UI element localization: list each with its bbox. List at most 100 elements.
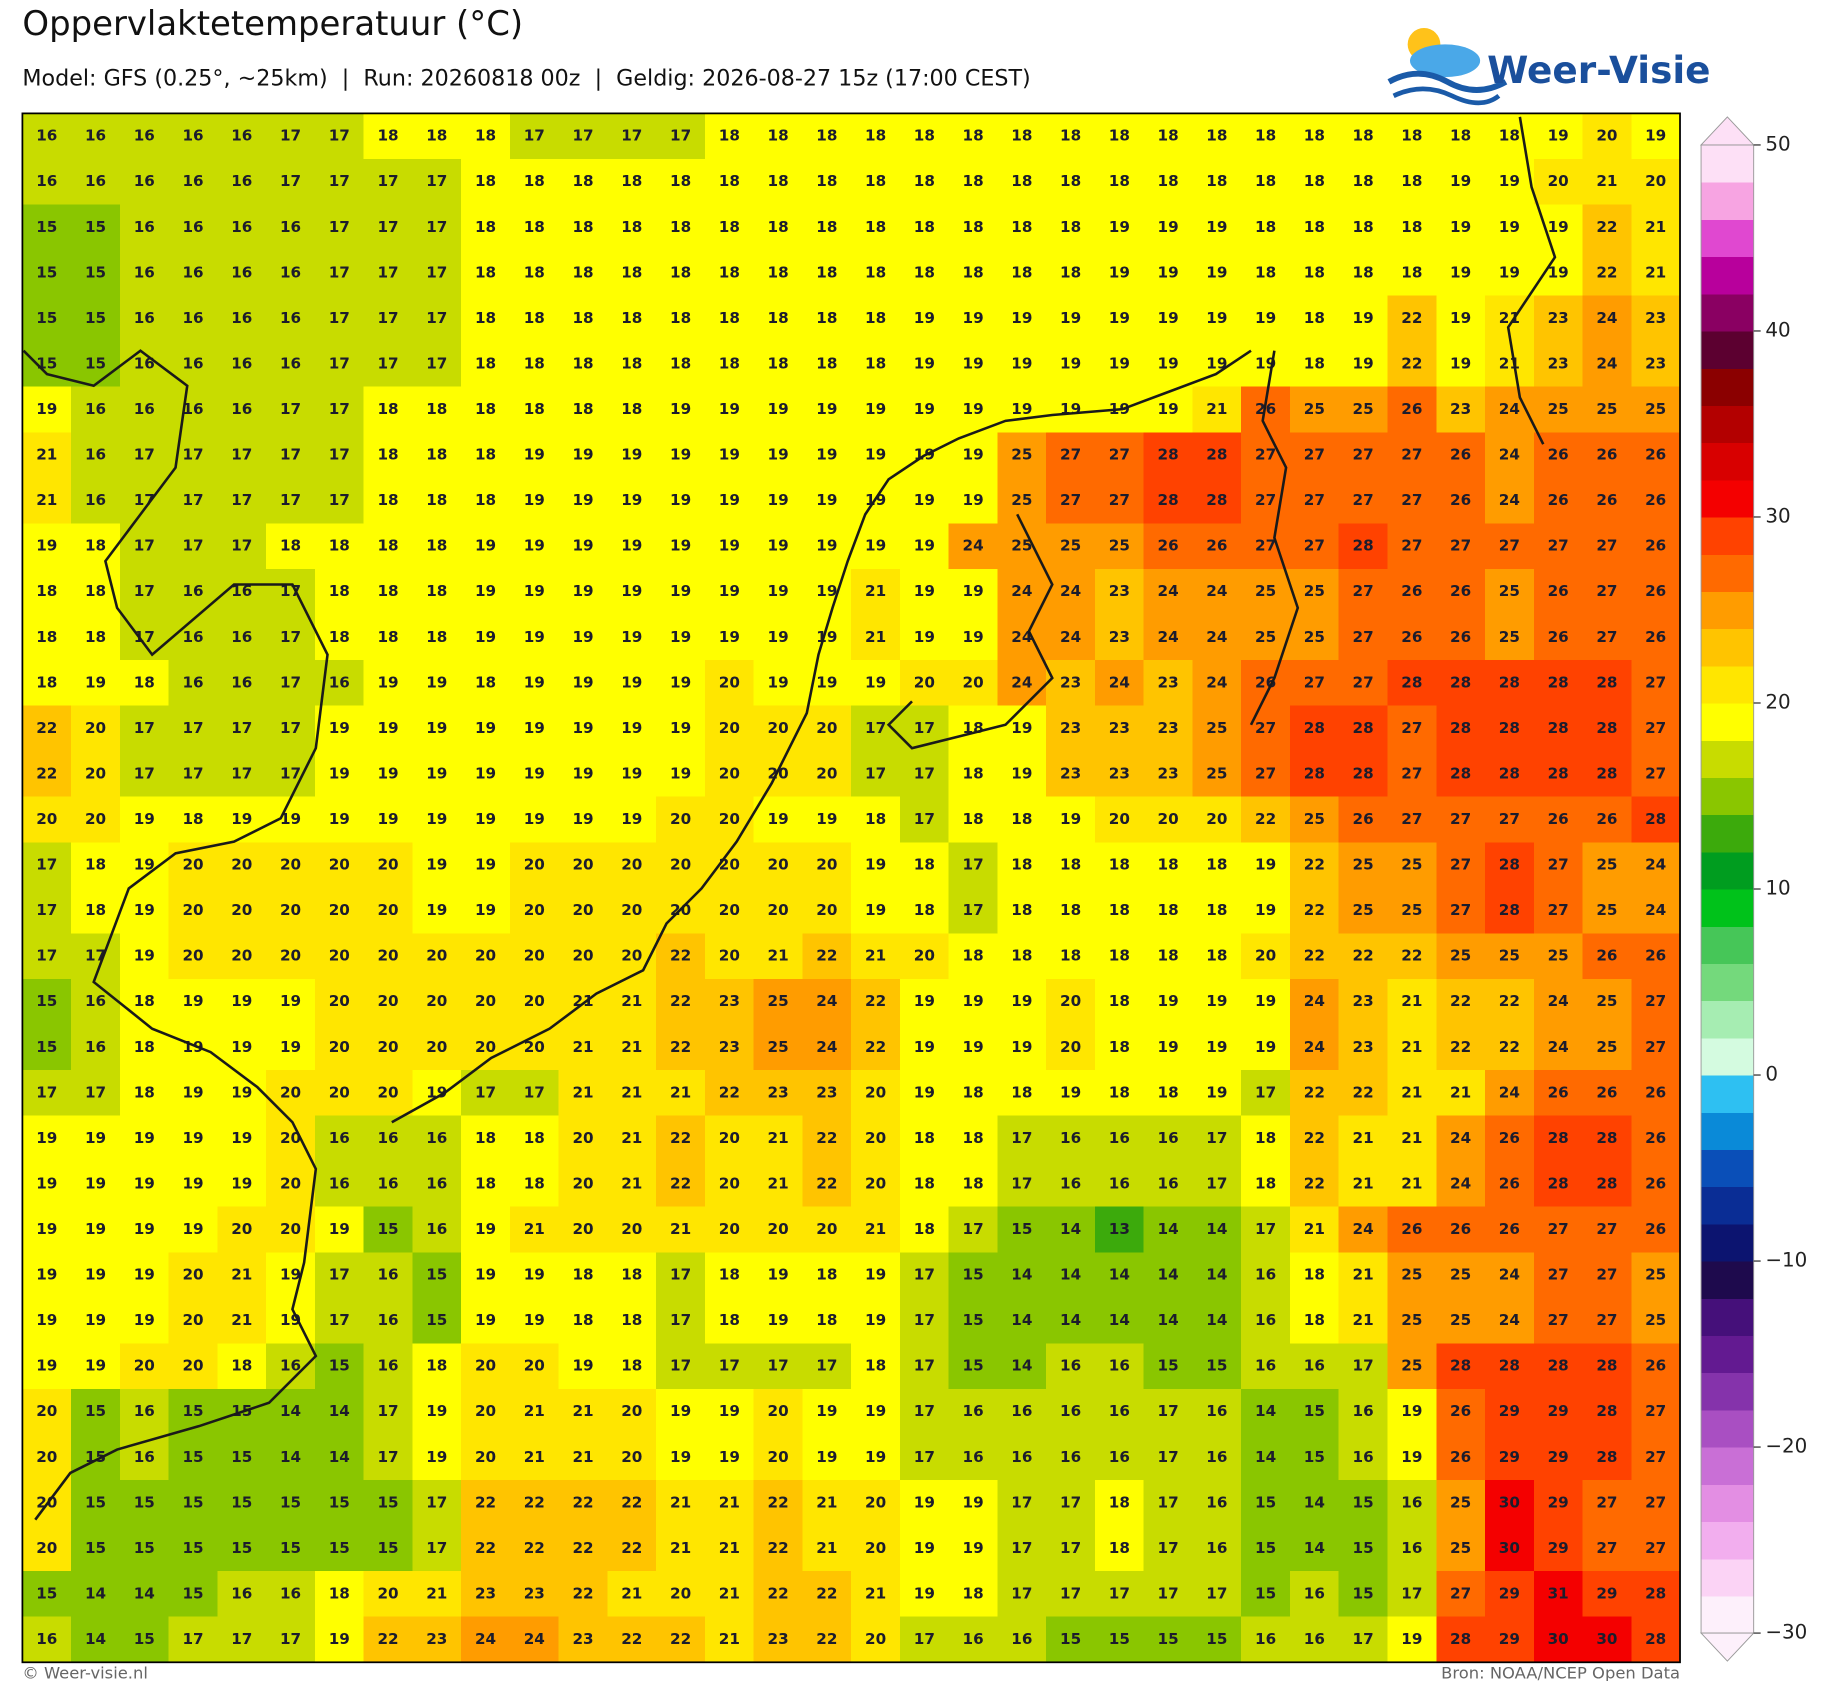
temperature-label: 19 — [475, 856, 496, 874]
temperature-cell — [1533, 660, 1584, 707]
temperature-cell — [119, 250, 170, 297]
temperature-label: 19 — [572, 764, 593, 782]
temperature-cell — [558, 614, 609, 661]
temperature-cell — [1485, 432, 1535, 479]
temperature-label: 17 — [280, 1630, 301, 1648]
temperature-cell — [71, 386, 121, 433]
temperature-label: 15 — [134, 1630, 155, 1648]
temperature-label: 20 — [377, 901, 398, 919]
temperature-label: 26 — [1548, 1083, 1569, 1101]
temperature-cell — [509, 523, 560, 570]
temperature-label: 26 — [1401, 400, 1422, 418]
temperature-cell — [1094, 432, 1145, 479]
temperature-label: 21 — [1401, 1038, 1422, 1056]
temperature-label: 20 — [768, 764, 789, 782]
temperature-cell — [753, 386, 804, 433]
temperature-label: 17 — [280, 628, 301, 646]
temperature-cell — [509, 978, 560, 1026]
temperature-label: 27 — [1596, 1311, 1617, 1329]
temperature-label: 24 — [1499, 491, 1520, 509]
temperature-label: 16 — [182, 218, 203, 236]
temperature-label: 19 — [621, 764, 642, 782]
temperature-label: 20 — [621, 1402, 642, 1420]
temperature-label: 19 — [182, 1220, 203, 1238]
temperature-cell — [753, 523, 804, 570]
temperature-cell — [168, 1024, 219, 1071]
temperature-cell — [753, 978, 804, 1026]
temperature-cell — [558, 842, 609, 889]
temperature-cell — [71, 842, 121, 889]
temperature-cell — [1533, 295, 1584, 342]
temperature-label: 27 — [1353, 446, 1374, 464]
temperature-label: 25 — [1304, 810, 1325, 828]
temperature-label: 23 — [1158, 719, 1179, 737]
temperature-label: 18 — [1255, 172, 1276, 190]
temperature-label: 22 — [1499, 1038, 1520, 1056]
temperature-label: 25 — [768, 1038, 789, 1056]
temperature-cell — [168, 887, 219, 935]
temperature-cell — [1241, 978, 1291, 1026]
temperature-cell — [1436, 660, 1486, 707]
temperature-label: 20 — [182, 901, 203, 919]
temperature-label: 18 — [1255, 218, 1276, 236]
temperature-label: 20 — [816, 719, 837, 737]
temperature-cell — [1143, 614, 1194, 661]
temperature-cell — [948, 751, 999, 798]
temperature-label: 16 — [134, 263, 155, 281]
temperature-cell — [71, 113, 121, 160]
temperature-label: 28 — [1645, 1630, 1666, 1648]
temperature-label: 17 — [1353, 1357, 1374, 1375]
temperature-label: 18 — [231, 1357, 252, 1375]
temperature-label: 25 — [1401, 1311, 1422, 1329]
temperature-label: 20 — [572, 856, 593, 874]
temperature-label: 19 — [572, 491, 593, 509]
temperature-cell — [1631, 978, 1681, 1026]
temperature-label: 28 — [1304, 719, 1325, 737]
temperature-label: 18 — [524, 172, 545, 190]
temperature-label: 18 — [914, 856, 935, 874]
temperature-cell — [802, 158, 852, 206]
temperature-cell — [1289, 705, 1340, 752]
temperature-label: 20 — [670, 856, 691, 874]
temperature-label: 20 — [182, 856, 203, 874]
temperature-label: 14 — [280, 1448, 301, 1466]
temperature-label: 22 — [1596, 263, 1617, 281]
temperature-label: 18 — [621, 354, 642, 372]
temperature-cell — [1241, 158, 1291, 206]
temperature-label: 20 — [1255, 947, 1276, 965]
temperature-label: 19 — [134, 1311, 155, 1329]
temperature-label: 19 — [1011, 309, 1032, 327]
temperature-label: 18 — [1060, 218, 1081, 236]
temperature-cell — [71, 933, 121, 980]
temperature-label: 19 — [621, 491, 642, 509]
temperature-label: 16 — [377, 1266, 398, 1284]
temperature-cell — [607, 751, 657, 798]
temperature-cell — [899, 477, 950, 525]
temperature-label: 14 — [1304, 1493, 1325, 1511]
temperature-label: 19 — [475, 901, 496, 919]
temperature-cell — [948, 477, 999, 525]
temperature-cell — [1289, 113, 1340, 160]
temperature-label: 17 — [1255, 1220, 1276, 1238]
temperature-label: 14 — [1060, 1266, 1081, 1284]
temperature-label: 16 — [377, 1311, 398, 1329]
temperature-label: 18 — [1011, 856, 1032, 874]
temperature-label: 18 — [1109, 172, 1130, 190]
temperature-cell — [656, 705, 706, 752]
temperature-label: 20 — [426, 947, 447, 965]
temperature-cell — [851, 295, 901, 342]
temperature-label: 19 — [524, 628, 545, 646]
temperature-label: 16 — [1109, 1357, 1130, 1375]
temperature-cell — [363, 568, 414, 616]
temperature-cell — [656, 1070, 706, 1117]
temperature-label: 21 — [1401, 992, 1422, 1010]
temperature-label: 18 — [572, 172, 593, 190]
temperature-label: 22 — [670, 1038, 691, 1056]
temperature-label: 17 — [426, 172, 447, 190]
temperature-cell — [217, 113, 267, 160]
temperature-label: 22 — [377, 1630, 398, 1648]
temperature-cell — [1143, 295, 1194, 342]
temperature-cell — [1094, 250, 1145, 297]
temperature-cell — [1289, 933, 1340, 980]
temperature-label: 20 — [280, 856, 301, 874]
